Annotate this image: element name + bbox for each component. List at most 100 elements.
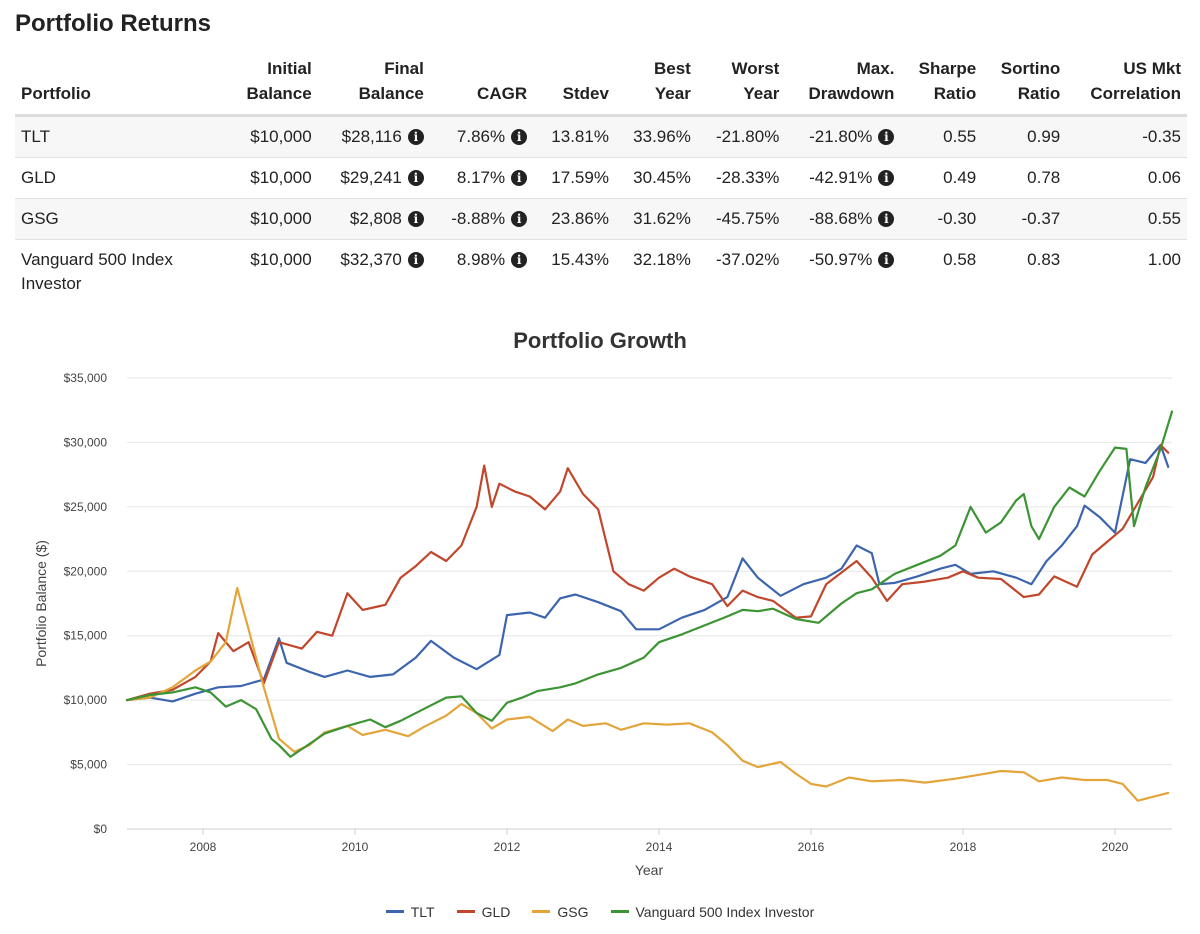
- info-circle-icon[interactable]: i: [511, 252, 528, 268]
- x-tick-label: 2018: [950, 840, 977, 854]
- x-tick-label: 2010: [342, 840, 369, 854]
- cell-stdev: 13.81%: [533, 115, 615, 158]
- legend-label: TLT: [410, 903, 435, 920]
- y-tick-label: $35,000: [64, 371, 108, 385]
- cell-sharpe: 0.49: [900, 157, 983, 199]
- col-worst-year: Worst Year: [696, 56, 786, 117]
- cell-final: $29,241 i: [317, 157, 430, 199]
- legend-item[interactable]: GSG: [532, 903, 589, 920]
- cell-max-drawdown: -42.91% i: [785, 157, 901, 199]
- chart-legend: TLT GLD GSG Vanguard 500 Index Investor: [0, 900, 1200, 920]
- legend-swatch: [532, 910, 551, 913]
- legend-item[interactable]: TLT: [385, 903, 435, 920]
- cell-sharpe: 0.55: [900, 115, 983, 158]
- info-circle-icon[interactable]: i: [511, 129, 528, 145]
- info-circle-icon[interactable]: i: [407, 170, 424, 186]
- legend-label: GLD: [481, 903, 511, 920]
- cell-correlation: 0.55: [1066, 198, 1187, 240]
- table-row: Vanguard 500 Index Investor $10,000 $32,…: [15, 240, 1187, 305]
- info-circle-icon[interactable]: i: [407, 129, 424, 145]
- cell-correlation: -0.35: [1066, 115, 1187, 158]
- legend-item[interactable]: Vanguard 500 Index Investor: [610, 903, 815, 920]
- legend-label: Vanguard 500 Index Investor: [635, 903, 815, 920]
- cell-cagr: 7.86% i: [429, 115, 534, 158]
- table-header-row: Portfolio Initial Balance Final Balance CA…: [15, 56, 1187, 117]
- y-axis-label: Portfolio Balance ($): [33, 540, 49, 667]
- y-tick-label: $5,000: [70, 758, 107, 772]
- cell-best-year: 32.18%: [633, 250, 691, 269]
- cell-stdev: 23.86%: [533, 198, 615, 240]
- cell-initial: $10,000: [227, 198, 318, 240]
- y-tick-label: $0: [94, 822, 108, 836]
- series-line-gld: [125, 443, 1170, 702]
- cell-worst-year: -21.80%: [696, 115, 786, 158]
- series-line-vanguard-500-index-investor: [125, 410, 1174, 758]
- series-line-gsg: [125, 586, 1170, 802]
- col-sortino-ratio: Sortino Ratio: [982, 56, 1067, 117]
- x-axis-label: Year: [635, 862, 664, 878]
- cell-correlation: 0.06: [1066, 157, 1187, 199]
- legend-item[interactable]: GLD: [456, 903, 511, 920]
- info-circle-icon[interactable]: i: [878, 170, 895, 186]
- x-tick-label: 2020: [1102, 840, 1129, 854]
- cell-sortino: 0.99: [982, 115, 1067, 158]
- cell-portfolio: Vanguard 500 Index Investor: [21, 250, 173, 293]
- cell-initial: $10,000: [227, 115, 318, 158]
- page-title: Portfolio Returns: [15, 10, 211, 37]
- info-circle-icon[interactable]: i: [407, 211, 424, 227]
- cell-portfolio: TLT: [15, 115, 227, 158]
- cell-best-year: 30.45%: [614, 157, 697, 199]
- cell-final: $28,116 i: [317, 115, 430, 158]
- legend-swatch: [385, 910, 404, 913]
- info-circle-icon[interactable]: i: [407, 252, 424, 268]
- cell-sortino: 0.78: [982, 157, 1067, 199]
- cell-final: $32,370 i: [318, 240, 430, 305]
- col-max-drawdown: Max. Drawdown: [785, 56, 901, 117]
- table-row: TLT $10,000 $28,116 i 7.86% i 13.81% 33.96…: [15, 115, 1187, 158]
- legend-label: GSG: [557, 903, 589, 920]
- cell-initial: $10,000: [227, 157, 318, 199]
- y-tick-label: $20,000: [64, 564, 108, 578]
- table-row: GLD $10,000 $29,241 i 8.17% i 17.59% 30.45…: [15, 157, 1187, 199]
- col-portfolio: Portfolio: [15, 56, 227, 117]
- cell-worst-year: -37.02%: [716, 250, 780, 269]
- cell-sortino: 0.83: [1027, 250, 1061, 269]
- y-tick-label: $10,000: [64, 693, 108, 707]
- x-tick-label: 2008: [190, 840, 217, 854]
- legend-swatch: [456, 910, 475, 913]
- cell-worst-year: -28.33%: [696, 157, 786, 199]
- col-stdev: Stdev: [533, 56, 615, 117]
- col-sharpe-ratio: Sharpe Ratio: [900, 56, 983, 117]
- legend-swatch: [610, 910, 629, 913]
- cell-sharpe: 0.58: [943, 250, 977, 269]
- cell-stdev: 15.43%: [551, 250, 609, 269]
- x-tick-label: 2012: [494, 840, 521, 854]
- cell-max-drawdown: -88.68% i: [785, 198, 901, 240]
- info-circle-icon[interactable]: i: [878, 129, 895, 145]
- y-tick-label: $15,000: [64, 629, 108, 643]
- cell-initial: $10,000: [250, 250, 312, 269]
- x-tick-label: 2016: [798, 840, 825, 854]
- table-row: GSG $10,000 $2,808 i -8.88% i 23.86% 31.62…: [15, 198, 1187, 240]
- cell-stdev: 17.59%: [533, 157, 615, 199]
- cell-cagr: -8.88% i: [429, 198, 534, 240]
- col-initial-balance: Initial Balance: [227, 56, 318, 117]
- y-tick-label: $30,000: [64, 435, 108, 449]
- cell-portfolio: GLD: [15, 157, 227, 199]
- cell-best-year: 31.62%: [614, 198, 697, 240]
- cell-cagr: 8.98% i: [430, 240, 533, 305]
- y-tick-label: $25,000: [64, 500, 108, 514]
- cell-max-drawdown: -50.97% i: [785, 240, 900, 305]
- chart-title: Portfolio Growth: [513, 328, 687, 353]
- info-circle-icon[interactable]: i: [878, 252, 895, 268]
- cell-sharpe: -0.30: [900, 198, 983, 240]
- info-circle-icon[interactable]: i: [511, 170, 528, 186]
- x-tick-label: 2014: [646, 840, 673, 854]
- col-final-balance: Final Balance: [317, 56, 430, 117]
- info-circle-icon[interactable]: i: [878, 211, 895, 227]
- info-circle-icon[interactable]: i: [511, 211, 528, 227]
- series-line-tlt: [125, 443, 1170, 703]
- portfolio-growth-chart: Portfolio Growth $0 $5,000 $10,000 $15,000 $2…: [33, 328, 1174, 878]
- cell-worst-year: -45.75%: [696, 198, 786, 240]
- col-us-mkt-correlation: US Mkt Correlation: [1066, 56, 1187, 117]
